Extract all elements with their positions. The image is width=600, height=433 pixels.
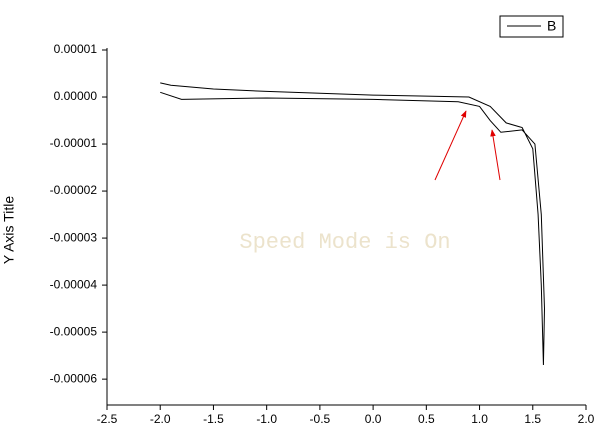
y-tick-label: -0.00004	[50, 277, 98, 291]
x-tick-label: -0.5	[310, 412, 331, 426]
watermark: Speed Mode is On	[239, 230, 450, 255]
y-tick-label: -0.00002	[50, 183, 98, 197]
x-tick-label: -2.5	[97, 412, 118, 426]
x-tick-label: 2.0	[578, 412, 595, 426]
x-tick-label: -1.0	[256, 412, 277, 426]
y-tick-label: 0.00001	[54, 42, 98, 56]
x-tick-label: 0.0	[365, 412, 382, 426]
legend-label: B	[547, 18, 556, 34]
data-line	[160, 82, 545, 366]
y-tick-label: -0.00006	[50, 371, 98, 385]
y-tick-label: -0.00003	[50, 230, 98, 244]
x-tick-label: 1.5	[524, 412, 541, 426]
annotation-arrow	[434, 110, 467, 181]
y-tick-label: 0.00000	[54, 89, 98, 103]
x-tick-label: 0.5	[418, 412, 435, 426]
x-tick-label: -1.5	[203, 412, 224, 426]
y-tick-label: -0.00005	[50, 324, 98, 338]
x-tick-label: 1.0	[471, 412, 488, 426]
y-tick-label: -0.00001	[50, 136, 98, 150]
annotation-arrow	[490, 129, 501, 181]
legend: B	[499, 15, 564, 38]
x-tick-label: -2.0	[150, 412, 171, 426]
y-axis-title: Y Axis Title	[1, 196, 17, 264]
